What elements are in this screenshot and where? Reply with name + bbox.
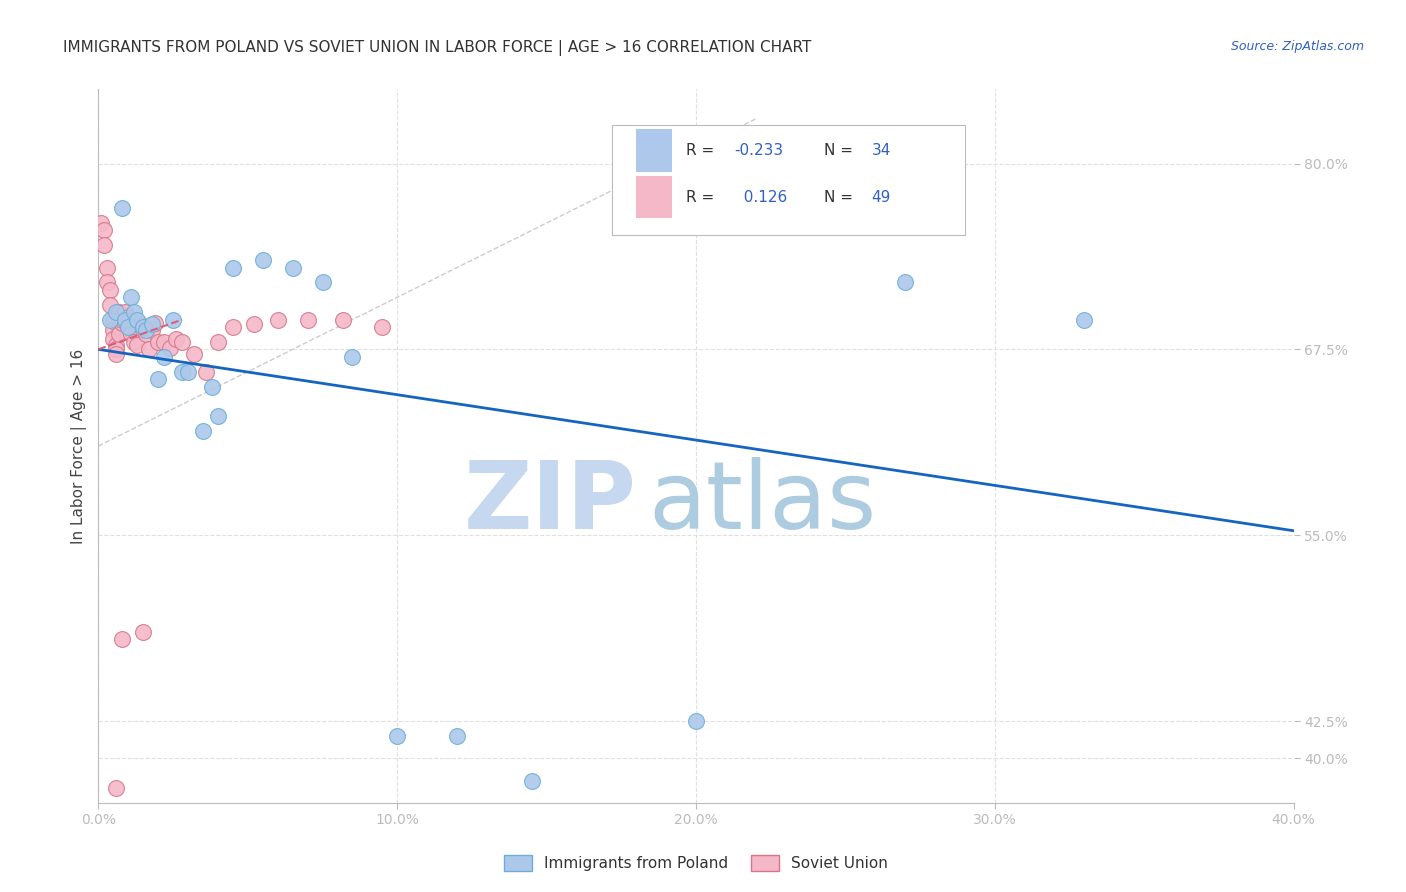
Point (148, 372, 170, 386)
Text: -0.233: -0.233 (734, 143, 783, 158)
Point (222, 260, 245, 275)
Point (108, 327, 131, 342)
Point (117, 320, 139, 334)
Point (103, 332, 125, 346)
Point (267, 312, 290, 326)
Text: R =: R = (686, 143, 720, 158)
Text: 0.126: 0.126 (734, 190, 787, 204)
Point (103, 312, 125, 326)
Point (105, 347, 128, 361)
Point (90, 216, 112, 230)
Point (111, 201, 134, 215)
Point (297, 312, 319, 326)
Point (141, 317, 163, 331)
Point (105, 343, 128, 357)
Point (114, 312, 136, 326)
Point (117, 310, 139, 324)
Point (111, 312, 134, 326)
Point (120, 327, 142, 342)
Point (172, 334, 194, 349)
Point (1073, 312, 1095, 326)
FancyBboxPatch shape (613, 125, 965, 235)
Point (894, 276, 917, 290)
Point (124, 334, 146, 349)
Point (207, 334, 229, 349)
Text: 49: 49 (872, 190, 891, 204)
Point (222, 320, 245, 334)
Point (127, 338, 149, 352)
Point (201, 379, 224, 393)
Point (162, 312, 184, 326)
Point (243, 317, 266, 331)
Point (132, 323, 155, 337)
Point (371, 320, 394, 334)
Point (138, 343, 160, 357)
Point (141, 323, 163, 337)
Point (281, 260, 304, 275)
Point (129, 317, 152, 331)
Point (153, 334, 176, 349)
Text: IMMIGRANTS FROM POLAND VS SOVIET UNION IN LABOR FORCE | AGE > 16 CORRELATION CHA: IMMIGRANTS FROM POLAND VS SOVIET UNION I… (63, 40, 811, 56)
Point (177, 365, 200, 379)
FancyBboxPatch shape (637, 129, 672, 172)
Point (135, 323, 157, 337)
Y-axis label: In Labor Force | Age > 16: In Labor Force | Age > 16 (72, 349, 87, 543)
Point (120, 290, 142, 304)
Point (311, 276, 333, 290)
Text: ZIP: ZIP (464, 457, 637, 549)
Point (96, 260, 118, 275)
Point (159, 341, 181, 355)
Point (114, 312, 136, 326)
Point (96, 276, 118, 290)
Point (127, 312, 149, 326)
Point (135, 327, 157, 342)
Text: N =: N = (824, 190, 858, 204)
Point (98, 283, 122, 297)
Point (108, 320, 131, 334)
Point (165, 332, 187, 346)
Point (103, 323, 125, 337)
Point (195, 365, 218, 379)
Point (93, 223, 115, 237)
Point (191, 424, 214, 438)
Point (207, 409, 229, 424)
Point (105, 780, 128, 795)
Point (153, 350, 176, 364)
Point (120, 323, 142, 337)
Text: N =: N = (824, 143, 858, 158)
Point (132, 320, 155, 334)
Point (332, 312, 354, 326)
Point (520, 773, 543, 788)
Point (105, 338, 128, 352)
Point (111, 632, 134, 647)
Point (98, 298, 122, 312)
Point (172, 365, 194, 379)
Text: atlas: atlas (648, 457, 876, 549)
Point (105, 305, 128, 319)
Point (446, 729, 468, 743)
Point (93, 238, 115, 252)
Point (183, 347, 205, 361)
Point (124, 305, 146, 319)
Point (114, 305, 136, 319)
FancyBboxPatch shape (637, 176, 672, 219)
Point (385, 729, 409, 743)
Point (252, 253, 274, 268)
Point (685, 714, 707, 728)
Point (143, 316, 166, 330)
Point (132, 624, 155, 639)
Point (117, 320, 139, 334)
Text: R =: R = (686, 190, 720, 204)
Point (111, 316, 134, 330)
Text: Source: ZipAtlas.com: Source: ZipAtlas.com (1230, 40, 1364, 54)
Legend: Immigrants from Poland, Soviet Union: Immigrants from Poland, Soviet Union (498, 849, 894, 877)
Point (108, 305, 131, 319)
Point (98, 312, 122, 326)
Point (342, 350, 364, 364)
Text: 34: 34 (872, 143, 891, 158)
Point (148, 334, 170, 349)
